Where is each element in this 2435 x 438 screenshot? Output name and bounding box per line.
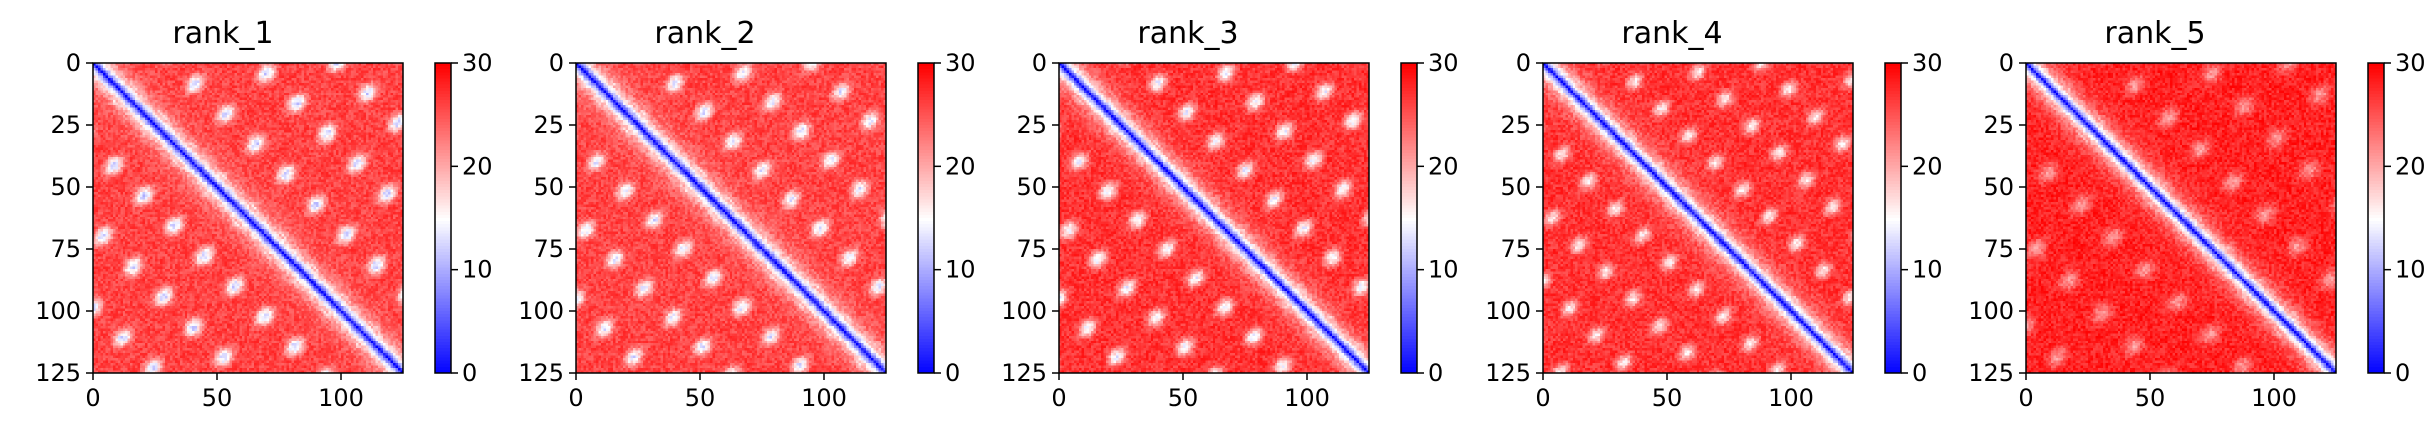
x-tick-label: 100 (318, 384, 364, 412)
colorbar (1885, 63, 1901, 374)
colorbar-tick-label: 0 (1428, 359, 1443, 387)
colorbar-tick-label: 30 (1912, 49, 1943, 77)
y-tick-label: 100 (35, 297, 81, 325)
y-tick-label: 75 (1983, 235, 2014, 263)
colorbar-tick-label: 0 (1912, 359, 1927, 387)
colorbar (1401, 63, 1417, 374)
colorbar-tick-label: 20 (462, 152, 493, 180)
x-tick-label: 50 (1168, 384, 1199, 412)
y-tick-label: 0 (549, 49, 564, 77)
colorbar-tick-label: 10 (1912, 256, 1943, 284)
y-tick-label: 75 (533, 235, 564, 263)
colorbar-tick-label: 0 (945, 359, 960, 387)
colorbar-tick-label: 0 (2395, 359, 2410, 387)
y-tick-label: 125 (518, 359, 564, 387)
x-tick-label: 100 (2251, 384, 2297, 412)
y-tick-label: 25 (1983, 111, 2014, 139)
colorbar-tick-label: 30 (945, 49, 976, 77)
colorbar-tick-label: 30 (1428, 49, 1459, 77)
colorbar (2368, 63, 2384, 374)
y-tick-label: 25 (50, 111, 81, 139)
y-tick-label: 50 (1983, 173, 2014, 201)
y-tick-label: 100 (518, 297, 564, 325)
y-tick-label: 25 (1016, 111, 1047, 139)
x-tick-label: 0 (1535, 384, 1550, 412)
colorbar-tick-label: 20 (2395, 152, 2426, 180)
y-tick-label: 75 (50, 235, 81, 263)
y-tick-label: 125 (35, 359, 81, 387)
y-tick-label: 25 (533, 111, 564, 139)
heatmap-cells (2026, 63, 2336, 373)
x-tick-label: 0 (85, 384, 100, 412)
x-tick-label: 100 (1768, 384, 1814, 412)
y-tick-label: 125 (1001, 359, 1047, 387)
heatmap-cells (1543, 63, 1853, 373)
y-tick-label: 75 (1016, 235, 1047, 263)
x-tick-label: 0 (2018, 384, 2033, 412)
y-tick-label: 100 (1001, 297, 1047, 325)
colorbar-tick-label: 30 (2395, 49, 2426, 77)
x-tick-label: 50 (2135, 384, 2166, 412)
y-tick-label: 0 (1032, 49, 1047, 77)
y-tick-label: 125 (1968, 359, 2014, 387)
colorbar-tick-label: 10 (945, 256, 976, 284)
y-tick-label: 0 (66, 49, 81, 77)
y-tick-label: 50 (533, 173, 564, 201)
colorbar (435, 63, 451, 374)
heatmap-cells (93, 63, 403, 373)
y-tick-label: 50 (50, 173, 81, 201)
x-tick-label: 0 (568, 384, 583, 412)
x-tick-label: 100 (801, 384, 847, 412)
x-tick-label: 50 (1652, 384, 1683, 412)
colorbar-tick-label: 10 (1428, 256, 1459, 284)
y-tick-label: 125 (1485, 359, 1531, 387)
x-tick-label: 50 (685, 384, 716, 412)
heatmap-cells (576, 63, 886, 373)
colorbar-tick-label: 20 (1428, 152, 1459, 180)
y-tick-label: 0 (1516, 49, 1531, 77)
colorbar-tick-label: 0 (462, 359, 477, 387)
heatmap-cells (1059, 63, 1369, 373)
y-tick-label: 0 (1999, 49, 2014, 77)
colorbar-tick-label: 30 (462, 49, 493, 77)
colorbar (918, 63, 934, 374)
y-tick-label: 25 (1500, 111, 1531, 139)
x-tick-label: 0 (1051, 384, 1066, 412)
y-tick-label: 75 (1500, 235, 1531, 263)
colorbar-tick-label: 20 (1912, 152, 1943, 180)
colorbar-tick-label: 10 (462, 256, 493, 284)
y-tick-label: 100 (1485, 297, 1531, 325)
y-tick-label: 50 (1016, 173, 1047, 201)
x-tick-label: 50 (202, 384, 233, 412)
colorbar-tick-label: 20 (945, 152, 976, 180)
y-tick-label: 50 (1500, 173, 1531, 201)
x-tick-label: 100 (1284, 384, 1330, 412)
colorbar-tick-label: 10 (2395, 256, 2426, 284)
y-tick-label: 100 (1968, 297, 2014, 325)
